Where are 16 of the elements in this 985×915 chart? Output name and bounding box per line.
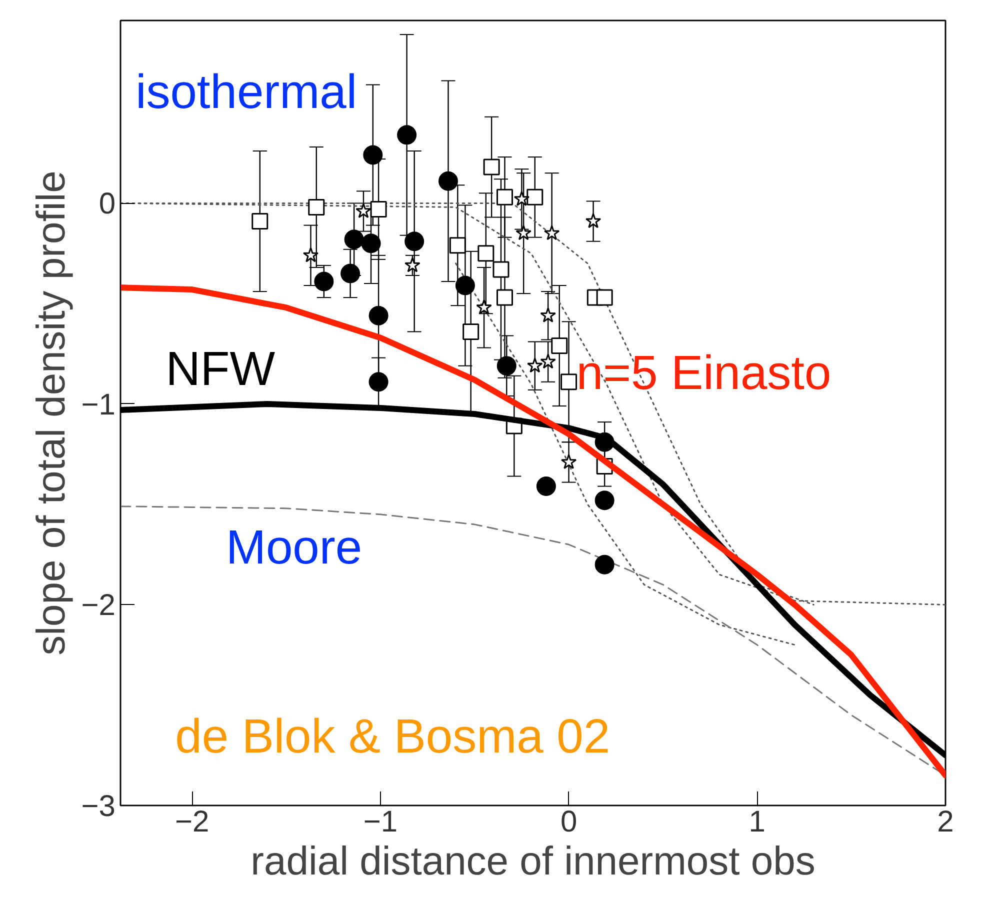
annotation: de Blok & Bosma 02 (175, 710, 610, 764)
y-tick-label: 0 (98, 188, 116, 221)
y-tick-label: −2 (81, 589, 116, 622)
annotation: isothermal (136, 66, 357, 119)
x-tick-label: −1 (363, 806, 398, 838)
x-tick-label: 1 (748, 806, 766, 838)
y-tick-label: −1 (81, 388, 116, 422)
x-axis-title: radial distance of innermost obs (250, 840, 816, 884)
x-tick-label: 0 (560, 806, 578, 838)
y-tick-label: −3 (81, 790, 116, 823)
y-axis-title: slope of total density profile (29, 170, 74, 656)
annotation: Moore (226, 522, 362, 575)
x-tick-label: 2 (937, 806, 954, 838)
x-tick-label: −2 (174, 806, 210, 838)
annotation: NFW (166, 342, 276, 396)
annotation: n=5 Einasto (576, 346, 832, 400)
